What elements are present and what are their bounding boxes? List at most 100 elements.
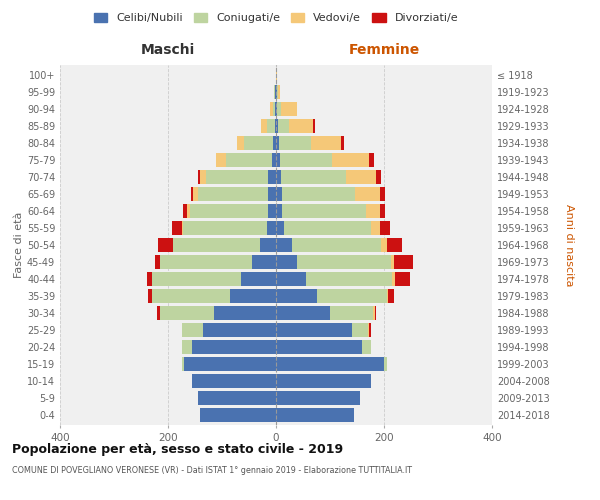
Bar [182,221,183,235]
Bar [244,136,274,150]
Bar [346,170,376,184]
Bar [380,221,390,235]
Bar [276,289,317,303]
Bar [376,170,382,184]
Bar [306,272,392,286]
Bar [388,289,394,303]
Bar [274,85,275,99]
Bar [203,323,276,337]
Bar [191,187,193,201]
Bar [392,272,395,286]
Bar [276,408,354,422]
Bar [206,170,268,184]
Bar [152,289,230,303]
Bar [260,238,276,252]
Bar [284,221,371,235]
Text: Femmine: Femmine [349,44,419,58]
Bar [237,136,244,150]
Bar [274,136,276,150]
Bar [182,323,203,337]
Bar [296,255,391,269]
Bar [226,153,272,167]
Bar [371,221,380,235]
Bar [276,323,352,337]
Bar [387,238,402,252]
Bar [283,187,355,201]
Bar [276,221,284,235]
Bar [160,306,214,320]
Bar [148,272,152,286]
Bar [272,153,276,167]
Bar [341,136,343,150]
Bar [198,391,276,405]
Bar [262,119,267,133]
Bar [182,340,193,354]
Bar [268,187,276,201]
Bar [317,289,387,303]
Bar [276,136,278,150]
Bar [280,153,332,167]
Bar [276,306,330,320]
Bar [289,119,313,133]
Bar [230,289,276,303]
Y-axis label: Fasce di età: Fasce di età [14,212,24,278]
Bar [276,357,384,371]
Bar [276,238,292,252]
Bar [155,255,160,269]
Bar [198,170,200,184]
Bar [268,204,276,218]
Bar [276,272,306,286]
Legend: Celibi/Nubili, Coniugati/e, Vedovi/e, Divorziati/e: Celibi/Nubili, Coniugati/e, Vedovi/e, Di… [89,8,463,28]
Bar [182,204,187,218]
Bar [252,255,276,269]
Bar [273,102,275,116]
Bar [373,306,375,320]
Bar [370,323,371,337]
Bar [276,187,283,201]
Bar [276,119,278,133]
Bar [276,340,362,354]
Bar [277,85,278,99]
Bar [382,238,386,252]
Bar [270,102,273,116]
Bar [276,102,277,116]
Bar [200,408,276,422]
Bar [160,255,252,269]
Bar [152,272,241,286]
Bar [278,136,311,150]
Bar [277,102,281,116]
Bar [158,238,173,252]
Bar [281,170,346,184]
Bar [267,221,276,235]
Bar [183,221,267,235]
Bar [198,187,268,201]
Bar [241,272,276,286]
Bar [355,187,380,201]
Bar [281,102,296,116]
Bar [214,306,276,320]
Bar [193,374,276,388]
Bar [216,153,226,167]
Y-axis label: Anni di nascita: Anni di nascita [563,204,574,286]
Bar [380,204,385,218]
Bar [276,391,360,405]
Bar [190,204,268,218]
Bar [268,170,276,184]
Bar [366,204,380,218]
Bar [292,238,382,252]
Bar [278,119,289,133]
Bar [330,306,373,320]
Bar [395,272,410,286]
Bar [394,255,413,269]
Bar [380,187,385,201]
Bar [193,340,276,354]
Bar [182,357,184,371]
Bar [148,289,152,303]
Bar [173,238,260,252]
Bar [375,306,376,320]
Bar [362,340,371,354]
Bar [387,289,388,303]
Bar [276,374,371,388]
Bar [193,187,198,201]
Text: COMUNE DI POVEGLIANO VERONESE (VR) - Dati ISTAT 1° gennaio 2019 - Elaborazione T: COMUNE DI POVEGLIANO VERONESE (VR) - Dat… [12,466,412,475]
